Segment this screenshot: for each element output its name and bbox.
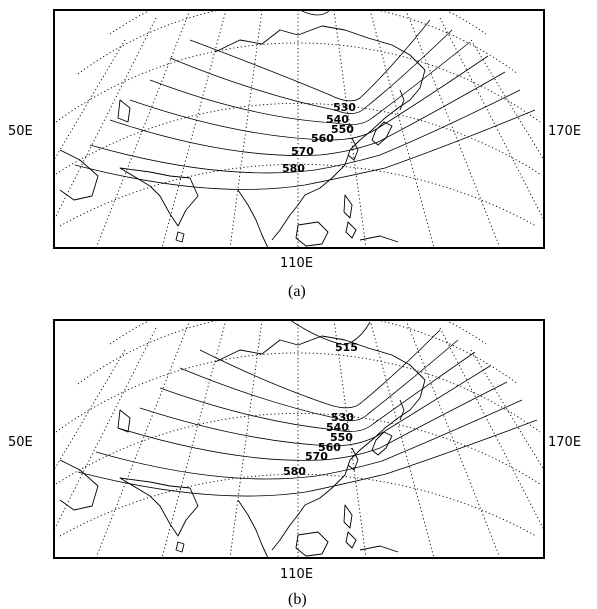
height-contours-a xyxy=(74,10,536,190)
latitude-gridlines-b xyxy=(55,320,541,537)
map-content-a xyxy=(54,10,544,248)
map-frame-b xyxy=(53,319,545,559)
latitude-gridlines-a xyxy=(55,10,541,227)
contour-label-b-1: 515 xyxy=(335,341,358,354)
coastlines-a xyxy=(59,25,426,248)
map-frame-a xyxy=(53,9,545,249)
contour-label-b-6: 570 xyxy=(305,450,328,463)
longitude-gridlines-a xyxy=(54,10,544,248)
contour-label-a-3: 550 xyxy=(331,123,354,136)
panel-caption-a: (a) xyxy=(288,283,306,300)
panel-caption-b: (b) xyxy=(288,591,307,608)
map-content-b xyxy=(54,320,544,558)
coastlines-b xyxy=(59,335,426,558)
lon-label-bottom-b: 110E xyxy=(280,567,313,582)
contour-label-a-4: 560 xyxy=(311,132,334,145)
height-contours-b xyxy=(77,320,538,497)
map-panel-a: 530 540 550 560 570 580 50E 170E 110E (a… xyxy=(8,9,581,300)
lon-label-left-b: 50E xyxy=(8,435,33,450)
lon-label-right-a: 170E xyxy=(548,124,581,139)
lon-label-left-a: 50E xyxy=(8,124,33,139)
contour-label-b-2: 530 xyxy=(331,411,354,424)
contour-label-b-5: 560 xyxy=(318,441,341,454)
contour-label-b-3: 540 xyxy=(326,421,349,434)
contour-label-b-7: 580 xyxy=(283,465,306,478)
contour-label-a-6: 580 xyxy=(282,162,305,175)
lon-label-right-b: 170E xyxy=(548,435,581,450)
contour-label-b-4: 550 xyxy=(330,431,353,444)
contour-label-a-1: 530 xyxy=(333,101,356,114)
lon-label-bottom-a: 110E xyxy=(280,256,313,271)
map-panel-b: 515 530 540 550 560 570 580 50E 170E 110… xyxy=(8,319,581,608)
contour-label-a-2: 540 xyxy=(326,113,349,126)
longitude-gridlines-b xyxy=(54,320,544,558)
contour-label-a-5: 570 xyxy=(291,145,314,158)
